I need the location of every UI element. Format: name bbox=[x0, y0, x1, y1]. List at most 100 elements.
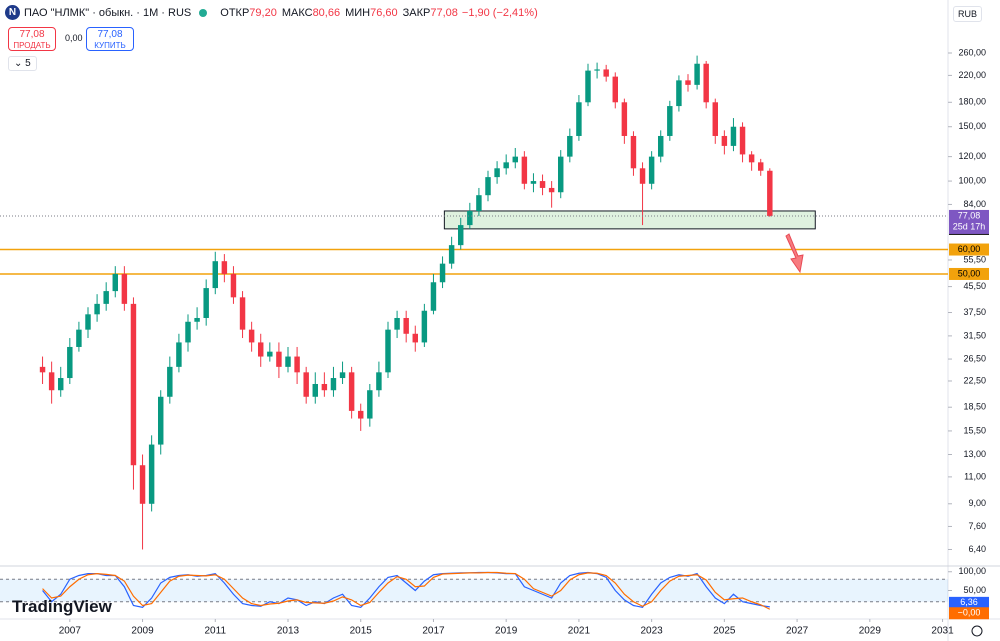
oscillator-pane bbox=[0, 571, 948, 610]
level-label-box bbox=[949, 267, 989, 280]
indicator-toggle[interactable]: ⌄ 5 bbox=[8, 56, 37, 71]
candle-body bbox=[448, 245, 455, 264]
candle-body bbox=[176, 342, 182, 367]
y-tick-label: 37,50 bbox=[963, 307, 986, 317]
last-price-box bbox=[949, 209, 989, 234]
oscillator-last-label-box bbox=[949, 596, 989, 609]
candle-body bbox=[85, 314, 91, 330]
candle-body bbox=[221, 261, 228, 274]
candle-body bbox=[458, 225, 464, 246]
candle-body bbox=[112, 273, 118, 292]
ohlc-label: МИН bbox=[345, 6, 371, 19]
level-label-box bbox=[949, 243, 989, 256]
candle-body bbox=[594, 69, 600, 71]
candle-body bbox=[494, 168, 500, 178]
candle-body bbox=[667, 106, 673, 136]
candle-body bbox=[121, 273, 128, 304]
market-status bbox=[199, 8, 208, 17]
candle-body bbox=[412, 333, 418, 343]
ohlc-value: 76,60 bbox=[370, 6, 398, 19]
candle-body bbox=[339, 372, 346, 379]
axes: 260,00 220,00 180,00 150,00 120,00 100,00 84,0… bbox=[59, 47, 989, 637]
candle-body bbox=[421, 310, 428, 343]
candle-body bbox=[685, 80, 691, 85]
candle-body bbox=[248, 329, 255, 343]
candle-body bbox=[748, 154, 755, 163]
sell-button[interactable]: 77,08 ПРОДАТЬ bbox=[8, 27, 56, 51]
y-tick-label: 100,00 bbox=[958, 566, 986, 576]
candle-body bbox=[658, 135, 664, 157]
x-tick-label: 2009 bbox=[131, 626, 154, 637]
y-tick-label: 18,50 bbox=[963, 402, 986, 412]
candle-body bbox=[303, 372, 309, 397]
y-tick-label: 50,00 bbox=[963, 585, 986, 595]
candle-body bbox=[76, 329, 82, 347]
x-tick-label: 2007 bbox=[59, 626, 82, 637]
x-tick-label: 2015 bbox=[350, 626, 373, 637]
candle-body bbox=[712, 102, 718, 136]
candle-body bbox=[467, 210, 473, 226]
candle-body bbox=[512, 156, 518, 163]
header: N ПАО "НЛМК" · обыкн. · 1М · RUS ОТКР79,… bbox=[5, 5, 538, 20]
candle-body bbox=[203, 288, 209, 318]
candle-body bbox=[648, 156, 655, 184]
candle-body bbox=[612, 76, 618, 103]
candle-body bbox=[548, 187, 555, 193]
candle-body bbox=[376, 372, 382, 391]
candle-body bbox=[130, 303, 137, 466]
candle-body bbox=[558, 156, 564, 193]
oscillator-last-label-box bbox=[949, 607, 989, 620]
symbol-icon: N bbox=[5, 5, 20, 20]
candle-body bbox=[576, 102, 582, 136]
candle-body bbox=[621, 102, 628, 136]
candle-body bbox=[430, 282, 437, 311]
change: −1,90 (−2,41%) bbox=[461, 6, 538, 19]
y-tick-label: 150,00 bbox=[958, 121, 986, 131]
y-tick-label: 9,00 bbox=[968, 498, 986, 508]
candle-body bbox=[330, 378, 337, 391]
candle-body bbox=[48, 372, 55, 391]
watermark: TradingView bbox=[12, 597, 112, 616]
candle-body bbox=[394, 317, 400, 330]
y-tick-label: 84,00 bbox=[963, 199, 986, 209]
candle-body bbox=[630, 135, 637, 169]
y-tick-label: 11,00 bbox=[964, 471, 986, 481]
candle-body bbox=[58, 378, 64, 391]
buy-button[interactable]: 77,08 КУПИТЬ bbox=[86, 27, 134, 51]
currency-button[interactable]: RUB bbox=[953, 6, 983, 22]
level-label: 60,00 bbox=[958, 244, 981, 254]
main-pane bbox=[0, 55, 948, 550]
buy-label: КУПИТЬ bbox=[94, 41, 126, 50]
x-tick-label: 2029 bbox=[859, 626, 882, 637]
candle-body bbox=[503, 162, 509, 169]
candle-body bbox=[739, 126, 746, 155]
candle-body bbox=[258, 342, 264, 357]
x-tick-label: 2021 bbox=[568, 626, 591, 637]
last-price-label: 77,08 bbox=[958, 210, 981, 220]
oscillator-last-label: 6,36 bbox=[960, 597, 978, 607]
sell-label: ПРОДАТЬ bbox=[13, 41, 51, 50]
oscillator-last-label: −0,00 bbox=[958, 608, 981, 618]
ohlc-value: 77,08 bbox=[430, 6, 458, 19]
candle-body bbox=[567, 135, 573, 157]
spread: 0,00 bbox=[65, 33, 83, 43]
candle-body bbox=[767, 170, 773, 216]
ohlc-label: ЗАКР bbox=[402, 6, 431, 19]
candle-body bbox=[167, 366, 173, 397]
x-tick-label: 2017 bbox=[422, 626, 445, 637]
candle-body bbox=[539, 181, 546, 188]
y-tick-label: 13,00 bbox=[963, 449, 986, 459]
x-tick-label: 2027 bbox=[786, 626, 809, 637]
y-tick-label: 15,50 bbox=[963, 425, 986, 435]
candle-body bbox=[385, 329, 391, 373]
candle-body bbox=[194, 317, 200, 322]
x-tick-label: 2013 bbox=[277, 626, 300, 637]
candle-body bbox=[703, 63, 709, 103]
candle-body bbox=[521, 156, 528, 184]
candle-body bbox=[694, 63, 700, 85]
candle-body bbox=[67, 346, 73, 379]
settings-icon[interactable] bbox=[971, 625, 983, 637]
candle-body bbox=[403, 317, 409, 334]
